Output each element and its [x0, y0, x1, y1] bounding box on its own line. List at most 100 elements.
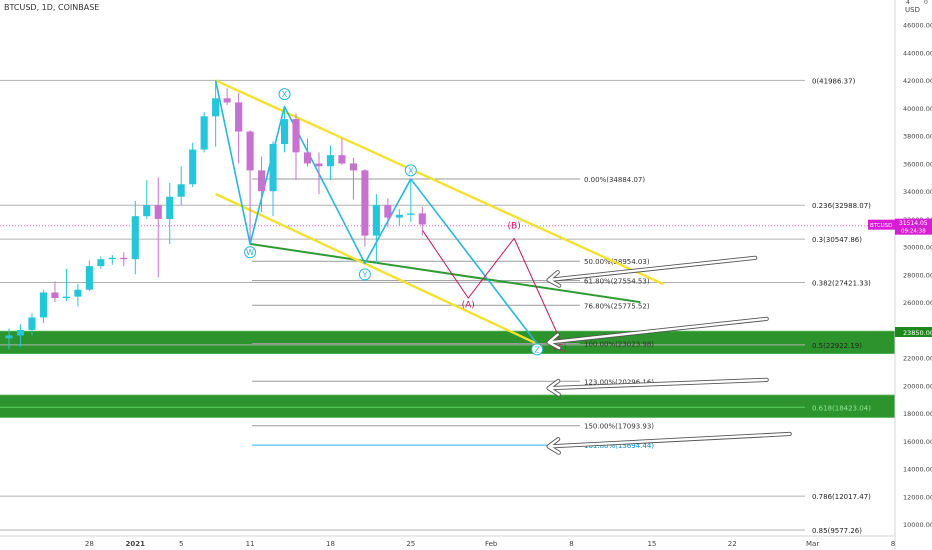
price-tick-label: 30000.00 — [903, 244, 932, 252]
time-tick-label: 22 — [728, 540, 737, 548]
price-tick-label: 38000.00 — [903, 133, 932, 141]
wave-circle — [531, 343, 544, 356]
candle-body — [62, 296, 70, 299]
wave-label: Z — [534, 345, 540, 354]
candle-body — [361, 170, 369, 236]
price-tick-label: 42000.00 — [903, 77, 932, 85]
price-tick-label: 26000.00 — [903, 299, 932, 307]
candle-body — [85, 266, 93, 290]
arrow — [547, 378, 768, 396]
candle-body — [326, 155, 335, 167]
price-tick-label: 22000.00 — [903, 355, 932, 363]
annotation-arrows — [546, 255, 792, 455]
candle-body — [418, 213, 426, 225]
abc-label: (B) — [508, 222, 521, 232]
time-tick-label: 15 — [647, 540, 656, 548]
price-axis[interactable]: 10000.00 12000.00 14000.00 16000.00 18000.00… — [868, 0, 932, 550]
candle-body — [39, 292, 48, 318]
time-tick-label: 25 — [406, 540, 415, 548]
price-tick-label: 34000.00 — [903, 188, 932, 196]
time-tick-label: 8 — [569, 540, 573, 548]
candle-body — [166, 196, 174, 219]
candle-body — [338, 155, 346, 164]
candle-body — [280, 119, 289, 145]
candle-body — [303, 152, 312, 164]
price-tick-label: 46000.00 — [903, 22, 932, 30]
candle-body — [246, 131, 254, 171]
wave-label: X — [408, 166, 414, 175]
wave-zigzag — [214, 80, 538, 345]
candle-body — [269, 144, 277, 192]
candle-body — [395, 214, 403, 218]
zone-band — [0, 395, 895, 418]
price-tick-label: 28000.00 — [903, 271, 932, 279]
current-symbol-label: BTCUSD — [870, 223, 892, 229]
fib-ext-label: 161.80%(15694.44) — [584, 442, 654, 450]
abc-label: (A) — [462, 301, 475, 311]
candle-body — [143, 205, 151, 217]
candle-body — [384, 205, 392, 218]
candle-body — [131, 216, 139, 260]
current-price-value: 31514.05 — [899, 220, 928, 227]
candle-body — [212, 98, 220, 117]
time-tick-label: 8 — [891, 540, 895, 548]
candle-body — [177, 184, 185, 197]
zone-band — [0, 331, 895, 354]
price-tick-label: 44000.00 — [903, 49, 932, 57]
price-tick-clipped: 0 — [924, 0, 928, 6]
symbol-title: BTCUSD, 1D, COINBASE — [4, 3, 100, 12]
currency-label: USD — [905, 6, 920, 14]
candle-body — [5, 335, 13, 339]
candle-body — [407, 213, 415, 215]
price-tick-label: 40000.00 — [903, 105, 932, 113]
zone-price-tag — [895, 327, 932, 338]
candle-body — [108, 257, 116, 260]
fib-ext-label: 0.00%(34884.07) — [584, 176, 645, 184]
channel-upper — [215, 79, 664, 286]
wave-circle — [404, 164, 417, 177]
fib-label: 0(41986.37) — [812, 77, 856, 85]
fib-ext-label: 150.00%(17093.93) — [584, 423, 654, 431]
fib-label: 0.85(9577.26) — [812, 527, 862, 535]
fib-label: 0.786(12017.47) — [812, 493, 871, 501]
time-axis[interactable]: 28 2021 5 11 18 25 Feb 8 15 22 Mar 8 — [0, 535, 895, 548]
fibonacci-levels: 0(41986.37) 0.236(32988.07) 0.3(30547.86) 0… — [0, 77, 895, 535]
time-tick-label: 11 — [246, 540, 255, 548]
arrow — [547, 256, 757, 287]
candle-body — [200, 116, 208, 150]
candle-body — [372, 205, 380, 236]
fib-ext-label: 100.00%(23023.98) — [584, 340, 654, 348]
fib-ext-label: 76.80%(25775.52) — [584, 302, 650, 310]
current-symbol-tag — [868, 219, 895, 230]
abc-path — [421, 229, 561, 340]
trendline — [249, 242, 641, 304]
candle-body — [189, 149, 197, 185]
price-tick-label: 36000.00 — [903, 160, 932, 168]
wave-circle — [244, 246, 257, 259]
time-tick-label: Mar — [806, 540, 819, 548]
candle-body — [16, 329, 25, 336]
candles[interactable] — [5, 81, 426, 350]
price-tick-label: 18000.00 — [903, 410, 932, 418]
candle-body — [97, 259, 105, 267]
current-countdown: 09:24:38 — [901, 229, 926, 235]
price-tick-clipped: 4 — [906, 0, 910, 6]
candle-body — [154, 205, 162, 219]
time-tick-label: 28 — [85, 540, 94, 548]
price-tick-label: 10000.00 — [903, 521, 932, 529]
fib-label: 0.382(27421.33) — [812, 279, 871, 287]
arrow — [547, 317, 768, 350]
channel-lower — [215, 192, 538, 345]
wave-label: Y — [361, 270, 367, 279]
arrow — [547, 432, 791, 454]
candle-body — [315, 163, 323, 167]
candle-body — [258, 170, 266, 192]
current-price-tag — [895, 218, 932, 235]
candle-body — [51, 292, 59, 299]
wave-circle — [358, 268, 371, 281]
candle-body — [74, 289, 82, 297]
time-tick-label: 2021 — [126, 540, 146, 548]
candle-body — [349, 163, 357, 171]
